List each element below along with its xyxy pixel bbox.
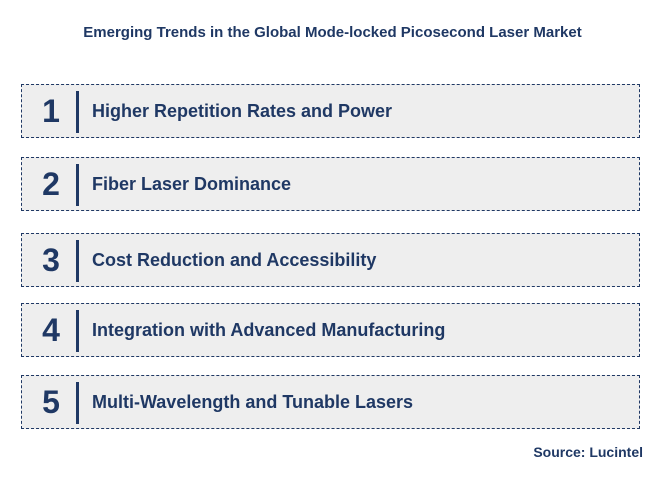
divider-bar (76, 91, 79, 133)
trend-label: Multi-Wavelength and Tunable Lasers (92, 392, 414, 412)
page-title: Emerging Trends in the Global Mode-locke… (83, 24, 582, 41)
divider-bar (76, 240, 79, 282)
trend-number: 4 (42, 312, 60, 348)
trend-item-4: 4 Integration with Advanced Manufacturin… (21, 303, 640, 357)
trend-number: 2 (42, 166, 60, 202)
trend-item-2: 2 Fiber Laser Dominance (21, 157, 640, 211)
trend-label: Higher Repetition Rates and Power (92, 101, 393, 121)
trend-item-5: 5 Multi-Wavelength and Tunable Lasers (21, 375, 640, 429)
trend-number: 3 (42, 242, 60, 278)
trend-label: Fiber Laser Dominance (92, 174, 292, 194)
trend-number: 1 (42, 93, 60, 129)
trend-label: Cost Reduction and Accessibility (92, 250, 377, 270)
trend-item-3: 3 Cost Reduction and Accessibility (21, 233, 640, 287)
trend-number: 5 (42, 384, 60, 420)
source-note: Source: Lucintel (533, 444, 643, 460)
trend-label: Integration with Advanced Manufacturing (92, 320, 446, 340)
divider-bar (76, 382, 79, 424)
trend-item-1: 1 Higher Repetition Rates and Power (21, 84, 640, 138)
divider-bar (76, 310, 79, 352)
divider-bar (76, 164, 79, 206)
